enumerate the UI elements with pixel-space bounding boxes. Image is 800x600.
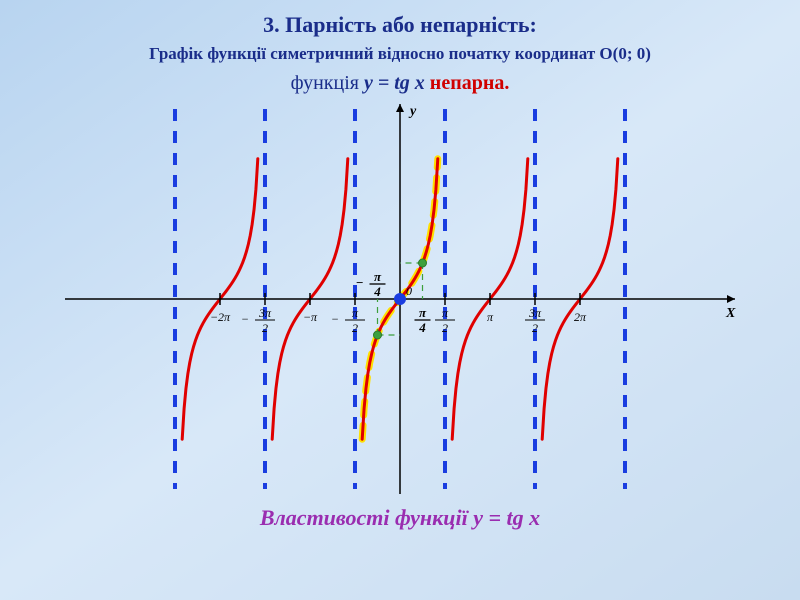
y-axis-arrow [396,104,404,112]
pi4-label: π4 [415,305,431,335]
x-tick-frac: π2 [435,306,455,335]
tangent-chart: yX0−2π−3π2−π−π2π2π3π22π−π4π4 [60,99,740,499]
svg-text:−: − [331,312,339,326]
bottom-title: Властивості функції y = tg x [0,505,800,531]
svg-text:4: 4 [418,320,426,335]
x-axis-label: X [725,306,736,321]
svg-text:2: 2 [262,321,268,335]
symmetry-point [419,259,427,267]
svg-text:π: π [352,306,359,320]
x-tick-frac: −3π2 [241,306,275,335]
x-axis-arrow [727,295,735,303]
svg-text:−: − [356,275,364,290]
origin-dot [394,293,406,305]
x-tick-label: π [487,310,494,324]
heading-line3-func: y = tg x [364,72,425,94]
svg-text:3π: 3π [258,306,272,320]
x-tick-label: 2π [574,310,587,324]
symmetry-point [374,331,382,339]
svg-text:3π: 3π [528,306,542,320]
y-axis-label: y [408,104,417,119]
svg-text:π: π [442,306,449,320]
origin-label: 0 [406,284,412,298]
heading-line3: функція y = tg x непарна. [0,72,800,95]
svg-text:−: − [241,312,249,326]
heading-line3-odd: непарна. [430,72,510,94]
svg-text:2: 2 [352,321,358,335]
heading-line2: Графік функції симетричний відносно поча… [0,44,800,64]
svg-text:π: π [419,305,427,320]
svg-text:2: 2 [442,321,448,335]
x-tick-label: −2π [210,310,231,324]
x-tick-label: −π [303,310,318,324]
svg-text:4: 4 [373,284,381,299]
x-tick-frac: −π2 [331,306,365,335]
heading-line1: 3. Парність або непарність: [0,12,800,38]
x-tick-frac: 3π2 [525,306,545,335]
svg-text:π: π [374,269,382,284]
svg-text:2: 2 [532,321,538,335]
heading-line3-label: функція [291,72,364,94]
pi4-label: −π4 [356,269,386,299]
